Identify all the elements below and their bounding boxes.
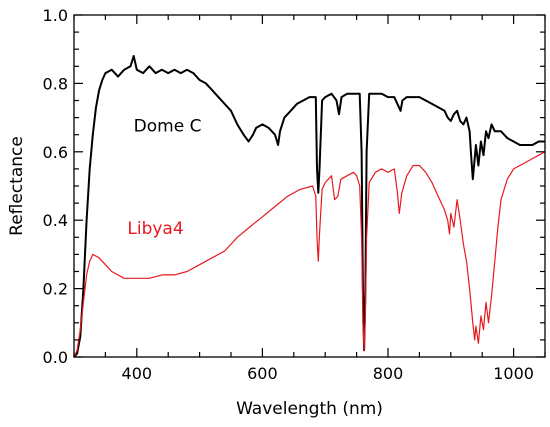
y-tick-label: 0.8 — [43, 74, 68, 93]
x-tick-label: 400 — [122, 364, 153, 383]
ticks-layer: 400 600 800 1000 0.0 0.2 0.4 0.6 0.8 1.0 — [43, 6, 546, 383]
x-tick-label: 800 — [373, 364, 404, 383]
y-axis-label: Reflectance — [7, 136, 27, 236]
series-line-dome-c — [73, 55, 545, 358]
y-tick-label: 0.4 — [43, 211, 68, 230]
series-label-libya4: Libya4 — [127, 219, 183, 239]
labels-layer: Wavelength (nm) Reflectance Dome C Libya… — [7, 116, 383, 419]
x-axis-label: Wavelength (nm) — [236, 399, 383, 419]
plot-frame — [73, 14, 546, 358]
series-label-dome-c: Dome C — [134, 116, 202, 136]
x-tick-label: 600 — [247, 364, 278, 383]
series-layer — [73, 55, 546, 358]
y-tick-label: 0.2 — [43, 280, 68, 299]
series-line-libya4 — [73, 151, 546, 358]
y-tick-label: 0.6 — [43, 143, 68, 162]
x-tick-label: 1000 — [493, 364, 534, 383]
y-tick-label: 0.0 — [43, 348, 68, 367]
y-tick-label: 1.0 — [43, 6, 68, 25]
